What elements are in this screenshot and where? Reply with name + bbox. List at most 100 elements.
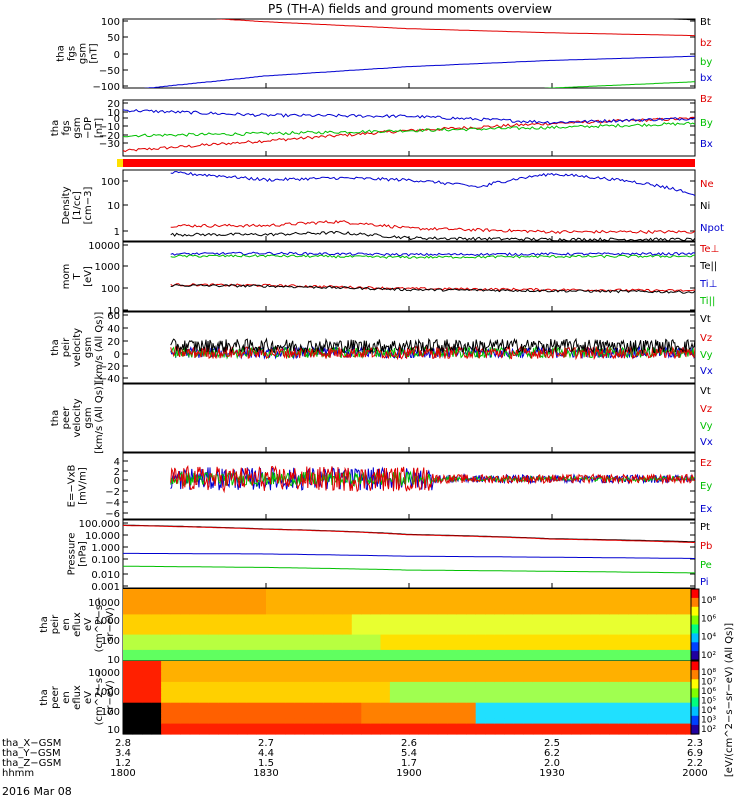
heatmap-cell xyxy=(370,599,381,605)
heatmap-cell xyxy=(675,654,686,661)
heatmap-cell xyxy=(389,644,400,651)
panel-peir_velocity: thapeirvelocitygsm[km/s (All Qs)] 6040200… xyxy=(50,311,713,385)
heatmap-cell xyxy=(647,676,658,683)
heatmap-cell xyxy=(142,661,153,667)
y-tick-label: 60 xyxy=(107,311,120,322)
heatmap-cell xyxy=(361,713,372,719)
heatmap-cell xyxy=(132,654,143,661)
heatmap-cell xyxy=(180,589,191,595)
heatmap-cell xyxy=(542,599,553,605)
heatmap-cell xyxy=(361,609,372,615)
heatmap-cell xyxy=(199,702,210,709)
heatmap-cell xyxy=(513,676,524,683)
x-tick-label: 6.2 xyxy=(544,748,560,759)
heatmap-cell xyxy=(275,639,286,646)
heatmap-cell xyxy=(523,671,534,678)
heatmap-cell xyxy=(456,687,467,693)
heatmap-cell xyxy=(571,589,582,595)
heatmap-cell xyxy=(456,604,467,610)
heatmap-cell xyxy=(571,614,582,621)
heatmap-cell xyxy=(323,676,334,683)
heatmap-cell xyxy=(323,687,334,693)
heatmap-cell xyxy=(170,629,181,636)
heatmap-cell xyxy=(656,697,667,704)
heatmap-cell xyxy=(208,614,219,621)
heatmap-cell xyxy=(485,639,496,646)
heatmap-cell xyxy=(428,589,439,595)
heatmap-cell xyxy=(590,692,601,699)
heatmap-cell xyxy=(199,666,210,672)
heatmap-cell xyxy=(647,599,658,605)
heatmap-cell xyxy=(485,671,496,678)
heatmap-cell xyxy=(275,702,286,709)
heatmap-cell xyxy=(466,702,477,709)
heatmap-cell xyxy=(590,609,601,615)
heatmap-cell xyxy=(656,634,667,641)
heatmap-cell xyxy=(485,619,496,626)
heatmap-cell xyxy=(342,589,353,595)
heatmap-cell xyxy=(523,654,534,661)
legend-entry: Bz xyxy=(700,94,712,105)
heatmap-cell xyxy=(628,614,639,621)
heatmap-cell xyxy=(208,599,219,605)
heatmap-cell xyxy=(332,609,343,615)
heatmap-cell xyxy=(218,723,229,730)
heatmap-cell xyxy=(246,614,257,621)
heatmap-cell xyxy=(561,619,572,626)
heatmap-cell xyxy=(485,728,496,735)
heatmap-cell xyxy=(628,718,639,725)
heatmap-cell xyxy=(609,702,620,709)
legend-entry: Bx xyxy=(700,139,713,150)
heatmap-cell xyxy=(437,718,448,725)
heatmap-cell xyxy=(237,728,248,735)
heatmap-cell xyxy=(571,687,582,693)
heatmap-cell xyxy=(552,687,563,693)
heatmap-cell xyxy=(170,681,181,688)
heatmap-cell xyxy=(494,654,505,661)
heatmap-cell xyxy=(142,702,153,709)
heatmap-cell xyxy=(628,639,639,646)
heatmap-cell xyxy=(571,604,582,610)
heatmap-cell xyxy=(618,599,629,605)
heatmap-cell xyxy=(428,681,439,688)
heatmap-cell xyxy=(504,676,515,683)
heatmap-cell xyxy=(418,718,429,725)
heatmap-cell xyxy=(542,702,553,709)
heatmap-cell xyxy=(609,624,620,631)
heatmap-cell xyxy=(351,702,362,709)
heatmap-cell xyxy=(189,702,200,709)
heatmap-cell xyxy=(437,697,448,704)
heatmap-cell xyxy=(304,624,315,631)
heatmap-cell xyxy=(151,718,162,725)
date-label: 2016 Mar 08 xyxy=(2,785,72,798)
heatmap-cell xyxy=(409,718,420,725)
heatmap-cell xyxy=(380,639,391,646)
heatmap-cell xyxy=(313,634,324,641)
heatmap-cell xyxy=(332,594,343,600)
y-tick-label: 10000 xyxy=(88,598,120,609)
colorbar-tick-label: 10⁸ xyxy=(701,596,716,606)
heatmap-cell xyxy=(237,702,248,709)
heatmap-cell xyxy=(580,671,591,678)
heatmap-cell xyxy=(132,624,143,631)
heatmap-cell xyxy=(342,654,353,661)
y-axis-label-line: −DP xyxy=(83,117,94,139)
heatmap-cell xyxy=(637,649,648,656)
heatmap-cell xyxy=(180,697,191,704)
y-axis-label-line: velocity xyxy=(72,398,83,437)
heatmap-cell xyxy=(618,624,629,631)
heatmap-cell xyxy=(399,666,410,672)
heatmap-cell xyxy=(294,589,305,595)
heatmap-cell xyxy=(609,666,620,672)
heatmap-cell xyxy=(466,718,477,725)
heatmap-cell xyxy=(561,599,572,605)
heatmap-cell xyxy=(485,649,496,656)
y-axis-label-line: Pressure xyxy=(67,533,78,576)
heatmap-cell xyxy=(504,644,515,651)
heatmap-cell xyxy=(609,671,620,678)
heatmap-cell xyxy=(227,702,238,709)
heatmap-cell xyxy=(151,702,162,709)
heatmap-cell xyxy=(418,594,429,600)
y-axis-label-line: [km/s (All Qs)] xyxy=(94,312,105,384)
